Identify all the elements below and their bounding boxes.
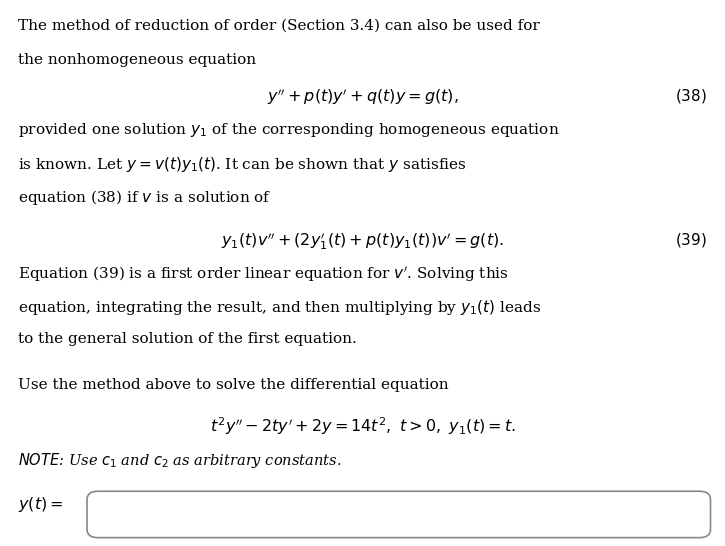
Text: Equation (39) is a first order linear equation for $v'$. Solving this: Equation (39) is a first order linear eq… [18,265,509,284]
Text: $t^2y'' - 2ty' + 2y = 14t^2,\ t > 0,\ y_1(t) = t.$: $t^2y'' - 2ty' + 2y = 14t^2,\ t > 0,\ y_… [210,415,515,437]
Text: the nonhomogeneous equation: the nonhomogeneous equation [18,53,256,67]
Text: $y_1(t)v'' + (2y_1'(t) + p(t)y_1(t))v' = g(t).$: $y_1(t)v'' + (2y_1'(t) + p(t)y_1(t))v' =… [221,231,504,252]
Text: $\mathit{NOTE}$: Use $c_1$ and $c_2$ as arbitrary constants.: $\mathit{NOTE}$: Use $c_1$ and $c_2$ as … [18,451,341,470]
Text: is known. Let $y = v(t)y_1(t)$. It can be shown that $y$ satisfies: is known. Let $y = v(t)y_1(t)$. It can b… [18,155,467,174]
FancyBboxPatch shape [87,491,710,538]
Text: $y'' + p(t)y' + q(t)y = g(t),$: $y'' + p(t)y' + q(t)y = g(t),$ [267,87,458,107]
Text: $(39)$: $(39)$ [675,231,707,248]
Text: The method of reduction of order (Section 3.4) can also be used for: The method of reduction of order (Sectio… [18,19,540,33]
Text: provided one solution $y_1$ of the corresponding homogeneous equation: provided one solution $y_1$ of the corre… [18,121,560,139]
Text: equation (38) if $v$ is a solution of: equation (38) if $v$ is a solution of [18,188,272,207]
Text: to the general solution of the first equation.: to the general solution of the first equ… [18,333,357,346]
Text: $y(t) =$: $y(t) =$ [18,495,64,514]
Text: equation, integrating the result, and then multiplying by $y_1(t)$ leads: equation, integrating the result, and th… [18,299,542,317]
Text: $(38)$: $(38)$ [675,87,707,105]
Text: Use the method above to solve the differential equation: Use the method above to solve the differ… [18,378,449,392]
